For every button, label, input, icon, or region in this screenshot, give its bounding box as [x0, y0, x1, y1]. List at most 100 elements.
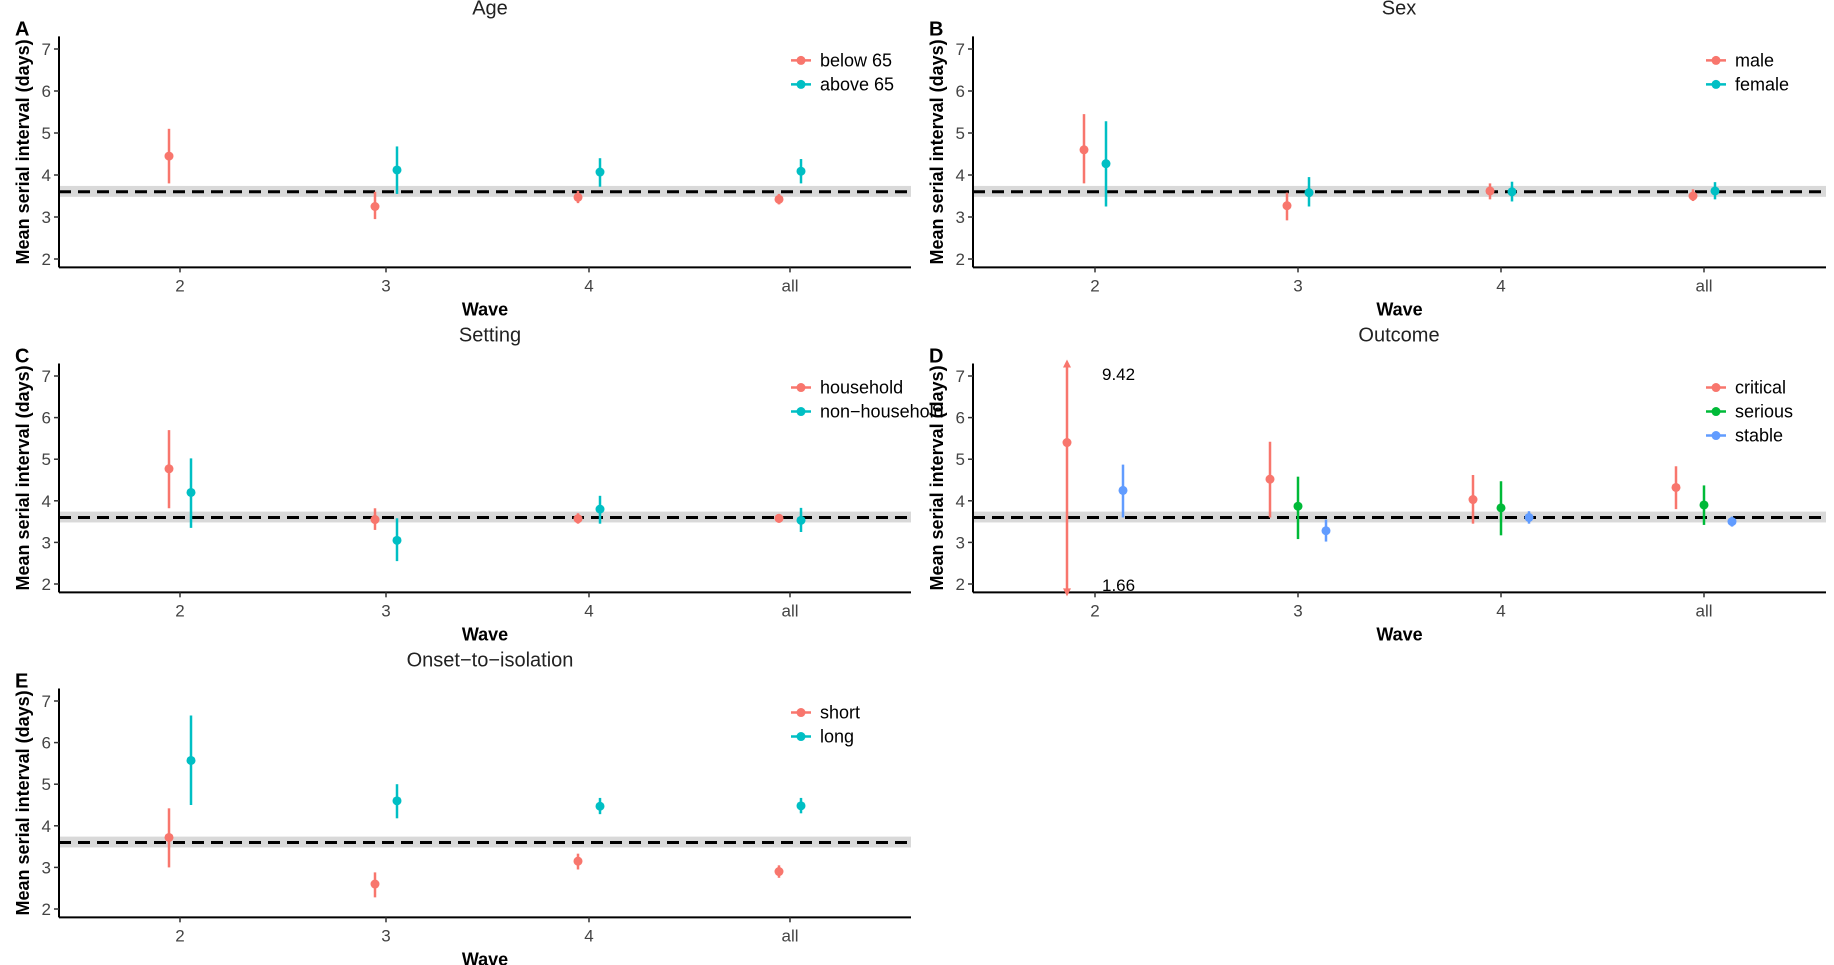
data-point	[774, 513, 784, 523]
data-point	[595, 504, 605, 514]
x-tick-label: all	[781, 276, 798, 295]
x-axis-label: Wave	[462, 624, 508, 644]
panel-b: B Sex 2 3 4 5 6 7 2 3 4 all Wave Mean serial interval…	[927, 0, 1826, 319]
legend-key-point	[796, 732, 806, 742]
y-tick-label: 7	[956, 40, 965, 59]
data-point	[1507, 187, 1517, 197]
data-point	[1101, 159, 1111, 169]
y-tick-label: 7	[956, 367, 965, 386]
x-tick-label: 2	[175, 926, 184, 945]
y-tick-label: 3	[956, 208, 965, 227]
x-tick-label: 3	[1293, 601, 1302, 620]
y-tick-label: 7	[42, 367, 51, 386]
panel-letter: A	[15, 18, 29, 40]
x-tick-label: 2	[1090, 276, 1099, 295]
data-point	[186, 487, 196, 497]
data-point	[796, 166, 806, 176]
y-tick-label: 2	[42, 575, 51, 594]
panel-title: Onset−to−isolation	[407, 650, 574, 672]
y-tick-label: 5	[42, 775, 51, 794]
data-point	[595, 167, 605, 177]
data-point	[392, 535, 402, 545]
legend-label: long	[820, 727, 854, 747]
data-point	[796, 801, 806, 811]
data-point	[1062, 438, 1072, 448]
data-point	[1699, 500, 1709, 510]
legend-label: short	[820, 703, 860, 723]
legend-key-point	[1711, 79, 1721, 89]
data-point	[774, 867, 784, 877]
y-tick-label: 7	[42, 40, 51, 59]
legend-label: above 65	[820, 74, 894, 94]
y-tick-label: 2	[956, 575, 965, 594]
data-point	[1321, 526, 1331, 536]
data-point	[1293, 501, 1303, 511]
arrow-up-icon	[1063, 359, 1071, 368]
arrow-down-icon	[1063, 588, 1071, 597]
y-tick-label: 5	[42, 450, 51, 469]
panel-letter: C	[15, 346, 29, 368]
data-point	[1304, 188, 1314, 198]
data-point	[796, 515, 806, 525]
data-point	[573, 856, 583, 866]
data-point	[1496, 503, 1506, 513]
data-point	[774, 194, 784, 204]
data-point	[1710, 186, 1720, 196]
x-axis-label: Wave	[1376, 299, 1422, 319]
panel-title: Sex	[1382, 0, 1416, 19]
x-tick-label: all	[1695, 276, 1712, 295]
legend-key-point	[796, 55, 806, 65]
y-tick-label: 3	[956, 533, 965, 552]
legend-key-point	[796, 79, 806, 89]
legend-label: female	[1735, 74, 1789, 94]
x-tick-label: 3	[381, 601, 390, 620]
legend-label: stable	[1735, 426, 1783, 446]
data-point	[1282, 201, 1292, 211]
panel-d: D Outcome 2 3 4 5 6 7 2 3 4 all Wave Mean serial inte…	[927, 325, 1826, 644]
legend-key-point	[796, 383, 806, 393]
y-axis-label: Mean serial interval (days)	[13, 365, 33, 590]
data-point	[164, 151, 174, 161]
annotation-label: 1.66	[1102, 576, 1135, 595]
legend-label: critical	[1735, 378, 1786, 398]
data-point	[1524, 512, 1534, 522]
panel-title: Outcome	[1358, 325, 1439, 347]
y-axis-label: Mean serial interval (days)	[13, 690, 33, 915]
x-tick-label: 4	[1496, 601, 1505, 620]
data-point	[1727, 517, 1737, 527]
legend-label: below 65	[820, 50, 892, 70]
panel-title: Age	[472, 0, 508, 19]
y-axis-label: Mean serial interval (days)	[927, 39, 947, 264]
x-tick-label: all	[781, 601, 798, 620]
y-tick-label: 4	[42, 817, 51, 836]
x-tick-label: 2	[175, 276, 184, 295]
data-point	[370, 879, 380, 889]
y-axis-label: Mean serial interval (days)	[927, 365, 947, 590]
x-axis-label: Wave	[462, 949, 508, 965]
x-tick-label: all	[1695, 601, 1712, 620]
legend-key-point	[796, 407, 806, 417]
data-point	[186, 755, 196, 765]
data-point	[1265, 474, 1275, 484]
data-point	[1468, 495, 1478, 505]
data-point	[164, 464, 174, 474]
y-tick-label: 3	[42, 208, 51, 227]
legend-key-point	[1711, 55, 1721, 65]
data-point	[370, 515, 380, 525]
data-point	[573, 192, 583, 202]
y-tick-label: 5	[956, 450, 965, 469]
panel-letter: B	[929, 18, 943, 40]
data-point	[1671, 482, 1681, 492]
y-axis-label: Mean serial interval (days)	[13, 39, 33, 264]
legend-label: serious	[1735, 402, 1793, 422]
data-point	[392, 796, 402, 806]
data-point	[1118, 485, 1128, 495]
legend-label: household	[820, 378, 903, 398]
data-point	[370, 202, 380, 211]
x-tick-label: 2	[1090, 601, 1099, 620]
y-tick-label: 2	[42, 900, 51, 919]
x-axis-label: Wave	[462, 299, 508, 319]
x-tick-label: 3	[381, 276, 390, 295]
x-tick-label: 4	[584, 601, 593, 620]
